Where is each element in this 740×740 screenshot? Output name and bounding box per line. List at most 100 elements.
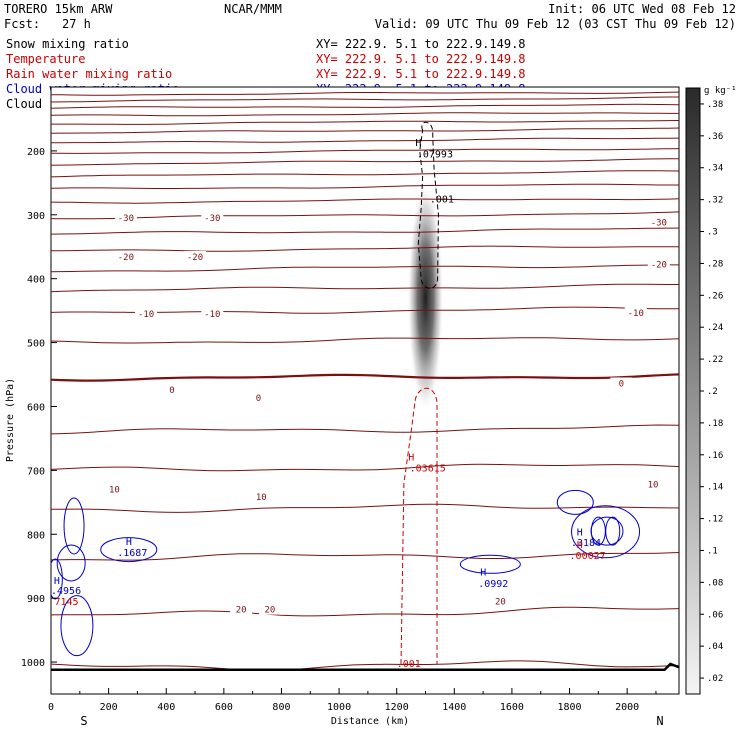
x-tick-label: 200 (100, 702, 118, 713)
x-axis: 0 200 400 600 800 1000 1200 1400 1600 1800 2000 (48, 688, 657, 713)
temperature-label-bg (184, 250, 207, 262)
init-time: Init: 06 UTC Wed 08 Feb 12 (548, 2, 736, 16)
temperature-contour (51, 120, 679, 125)
colorbar-tick-label: .18 (707, 419, 723, 429)
temperature-label-bg (114, 211, 137, 223)
colorbar-tick-label: .22 (707, 355, 723, 365)
cloud-water-contour (51, 558, 63, 600)
temperature-label: 0 (169, 386, 174, 396)
temperature-contour (51, 552, 679, 561)
temperature-label: -30 (118, 214, 134, 224)
temperature-contour (51, 463, 679, 472)
cloud-water-contour (605, 516, 621, 546)
temperature-label: 0 (619, 379, 624, 389)
temperature-label: 20 (236, 606, 247, 616)
cloud-water-contour (459, 554, 521, 574)
temperature-label: -10 (628, 309, 644, 319)
temperature-contour (51, 91, 679, 96)
temperature-label: -10 (138, 310, 154, 320)
colorbar-tick-label: .04 (707, 642, 723, 652)
temperature-labels: -30 -30 -30 -20 -20 -20 -10 -10 -10 0 0 0 10 10 10 20 20… (103, 211, 670, 616)
temperature-contour (51, 112, 679, 117)
legend-xy: XY= 222.9. 5.1 to 222.9.149.8 (316, 67, 526, 81)
colorbar-tick-label: .14 (707, 483, 723, 493)
temperature-label: -30 (651, 218, 667, 228)
x-tick-label: 1800 (557, 702, 581, 713)
extrema-label: H (126, 537, 132, 548)
x-tick-label: 1200 (385, 702, 409, 713)
colorbar-tick-label: .02 (707, 674, 723, 684)
extrema-label: H (415, 138, 421, 149)
cloud-water-contours (51, 489, 641, 657)
temperature-contour (51, 424, 679, 435)
temperature-contour (51, 183, 679, 189)
temperature-contour (51, 103, 679, 109)
extrema-label: .0992 (478, 579, 508, 590)
y-tick-label: 400 (27, 275, 45, 286)
right-endpoint-label: N (656, 714, 663, 728)
temperature-contour (51, 170, 679, 178)
legend-label: Snow mixing ratio (6, 37, 129, 51)
temperature-label-bg (624, 307, 647, 319)
temperature-label-bg (610, 377, 633, 389)
colorbar-tick-label: .3 (707, 228, 718, 238)
temperature-label-bg (489, 595, 512, 607)
colorbar (685, 87, 701, 695)
temperature-label: 10 (256, 493, 267, 503)
temperature-label-bg (114, 250, 137, 262)
y-tick-label: 600 (27, 402, 45, 413)
extrema-label: .1687 (117, 548, 147, 559)
terrain-line (51, 662, 679, 671)
temperature-label-bg (647, 216, 670, 228)
temperature-contour (51, 606, 679, 617)
temperature-label: 0 (256, 394, 261, 404)
temperature-contour (51, 264, 679, 273)
x-tick-label: 400 (157, 702, 175, 713)
legend-label: Temperature (6, 52, 85, 66)
x-tick-label: 2000 (615, 702, 639, 713)
extrema-label: H (408, 453, 414, 464)
temperature-contours (51, 91, 679, 671)
colorbar-tick-label: .24 (707, 323, 723, 333)
cloud-water-contour (571, 505, 641, 559)
colorbar-tick-label: .08 (707, 578, 723, 588)
extrema-label: .001 (430, 194, 454, 205)
temperature-label-bg (247, 392, 270, 404)
x-tick-label: 1600 (500, 702, 524, 713)
snow-mixing-ratio-shading (407, 182, 444, 413)
temperature-contour (51, 96, 679, 103)
center-title: NCAR/MMM (224, 2, 282, 16)
y-tick-label: 900 (27, 594, 45, 605)
temperature-label: -20 (651, 261, 667, 271)
temperature-label-bg (160, 383, 183, 395)
colorbar-tick-label: .34 (707, 164, 723, 174)
temperature-contour (51, 127, 679, 134)
cloud-water-contour (100, 537, 158, 563)
temperature-label-bg (258, 603, 281, 615)
y-tick-label: 700 (27, 466, 45, 477)
temperature-contour (51, 137, 679, 144)
y-tick-label: 200 (27, 147, 45, 158)
colorbar-tick-label: .1 (707, 546, 718, 556)
temperature-label-bg (230, 603, 253, 615)
temperature-contour (51, 660, 679, 671)
fcst-label: Fcst: (4, 17, 40, 31)
temperature-label: 20 (495, 597, 506, 607)
extrema-label: .001 (397, 659, 421, 670)
extrema-label: .00027 (570, 551, 606, 562)
temperature-label-bg (103, 483, 126, 495)
temperature-label-bg (135, 307, 158, 319)
valid-time: Valid: 09 UTC Thu 09 Feb 12 (03 CST Thu … (375, 17, 736, 31)
x-axis-title: Distance (km) (331, 716, 409, 727)
legend-xy: XY= 222.9. 5.1 to 222.9.149.8 (316, 37, 526, 51)
legend-xy: XY= 222.9. 5.1 to 222.9.149.8 (316, 52, 526, 66)
colorbar-tick-label: .12 (707, 515, 723, 525)
temperature-label-bg (642, 478, 665, 490)
y-tick-label: 1000 (21, 658, 45, 669)
colorbar-tick-label: .38 (707, 100, 723, 110)
rain-water-contour (400, 387, 438, 664)
extrema-annotations: H.07993.001H.03615.001H.1687H.49567145H.… (51, 138, 606, 670)
temperature-label: -30 (204, 214, 220, 224)
temperature-contour (51, 227, 679, 235)
